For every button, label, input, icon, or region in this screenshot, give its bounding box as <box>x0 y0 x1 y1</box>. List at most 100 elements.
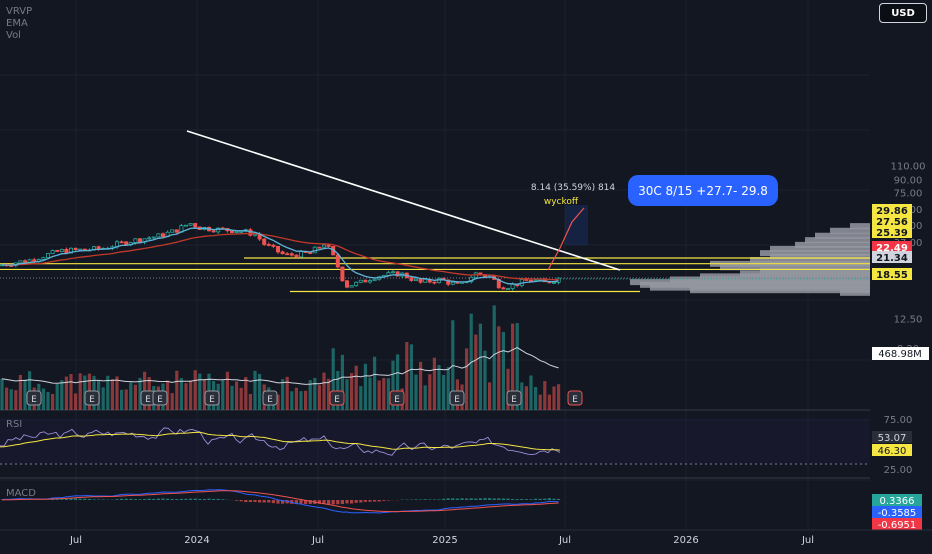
macd-histogram-bar <box>516 499 519 500</box>
volume-bar <box>299 391 302 410</box>
macd-histogram-bar <box>60 499 63 500</box>
rsi-value-label: 46.30 <box>878 446 907 457</box>
macd-histogram-bar <box>483 498 486 500</box>
candle-body <box>74 248 77 249</box>
macd-histogram-bar <box>442 499 445 500</box>
volume-bar <box>548 395 551 410</box>
candle-body <box>46 254 49 258</box>
volume-bar <box>552 386 555 410</box>
candle-body <box>318 247 321 248</box>
price-axis[interactable]: 110.0090.0075.0059.0047.0037.0012.508.20… <box>870 0 932 531</box>
candle-body <box>355 282 358 285</box>
macd-histogram-bar <box>175 499 178 500</box>
price-label: 21.34 <box>876 253 908 264</box>
volume-bar <box>483 351 486 410</box>
volume-bars <box>0 305 560 410</box>
volume-bar <box>497 326 500 410</box>
macd-histogram-bar <box>267 500 270 503</box>
earnings-letter: E <box>267 395 273 405</box>
macd-histogram-bar <box>520 499 523 500</box>
time-tick-label: Jul <box>558 535 571 546</box>
macd-histogram-bar <box>543 499 546 500</box>
macd-histogram-bar <box>143 499 146 500</box>
candle-body <box>148 238 151 239</box>
volume-bar <box>543 381 546 410</box>
candle-body <box>387 273 390 276</box>
volume-bar <box>10 389 13 410</box>
volume-bar <box>171 393 174 410</box>
candle-body <box>83 249 86 250</box>
candle-body <box>230 231 233 233</box>
volume-bar <box>23 380 26 410</box>
macd-histogram-bar <box>152 499 155 500</box>
macd-histogram-bar <box>194 499 197 500</box>
macd-histogram-bar <box>332 500 335 504</box>
macd-label[interactable]: MACD <box>6 488 36 499</box>
candle-body <box>171 230 174 232</box>
volume-bar <box>235 381 238 410</box>
macd-histogram-bar <box>437 499 440 500</box>
earnings-letter: E <box>511 395 517 405</box>
macd-histogram-bar <box>83 499 86 500</box>
currency-button[interactable]: USD <box>879 3 927 23</box>
macd-histogram-bar <box>451 498 454 500</box>
candle-body <box>410 278 413 281</box>
macd-histogram-bar <box>359 500 362 502</box>
volume-bar <box>534 387 537 410</box>
volume-bar <box>51 394 54 410</box>
ema-label[interactable]: EMA <box>6 18 32 30</box>
macd-histogram-bar <box>240 500 243 501</box>
earnings-letter: E <box>157 395 163 405</box>
macd-histogram-bar <box>529 499 532 500</box>
time-tick-label: Jul <box>801 535 814 546</box>
volume-bar <box>313 378 316 410</box>
rsi-value-label: 53.07 <box>878 433 907 444</box>
candle-body <box>414 279 417 280</box>
macd-histogram-bar <box>79 499 82 500</box>
volume-bar <box>115 376 118 410</box>
volume-bar <box>221 380 224 410</box>
time-tick-label: 2025 <box>432 535 457 546</box>
macd-histogram-bar <box>166 499 169 500</box>
candle-body <box>161 234 164 237</box>
macd-histogram-bar <box>493 498 496 500</box>
macd-histogram-bar <box>497 498 500 500</box>
macd-histogram-bar <box>272 500 275 503</box>
macd-histogram-bar <box>171 499 174 500</box>
volume-bar <box>405 342 408 410</box>
vrvp-label[interactable]: VRVP <box>6 6 32 18</box>
macd-histogram-bar <box>88 499 91 500</box>
vol-label[interactable]: Vol <box>6 30 32 42</box>
volume-bar <box>364 364 367 410</box>
macd-histogram-bar <box>203 499 206 500</box>
candle-body <box>286 254 289 255</box>
candle-body <box>97 247 100 249</box>
earnings-marker: E <box>450 391 464 405</box>
candle-body <box>134 239 137 243</box>
candle-body <box>212 231 215 232</box>
volume-bar <box>355 366 358 410</box>
candle-body <box>120 242 123 243</box>
candle-body <box>309 253 312 254</box>
volume-bar <box>447 367 450 410</box>
volume-bar <box>322 373 325 410</box>
macd-histogram-bar <box>534 499 537 500</box>
candle-body <box>51 250 54 253</box>
macd-histogram-bar <box>373 500 376 502</box>
macd-histogram-bar <box>341 500 344 504</box>
price-tick-label: 110.00 <box>891 161 926 172</box>
volume-bar <box>424 385 427 410</box>
earnings-marker: E <box>330 391 344 405</box>
rsi-label[interactable]: RSI <box>6 419 22 430</box>
volume-bar <box>180 378 183 410</box>
earnings-letter: E <box>572 395 578 405</box>
candle-body <box>391 272 394 273</box>
macd-histogram-bar <box>539 499 542 500</box>
macd-histogram-bar <box>345 500 348 503</box>
volume-bar <box>198 374 201 410</box>
candle-body <box>502 288 505 289</box>
candle-body <box>125 242 128 245</box>
